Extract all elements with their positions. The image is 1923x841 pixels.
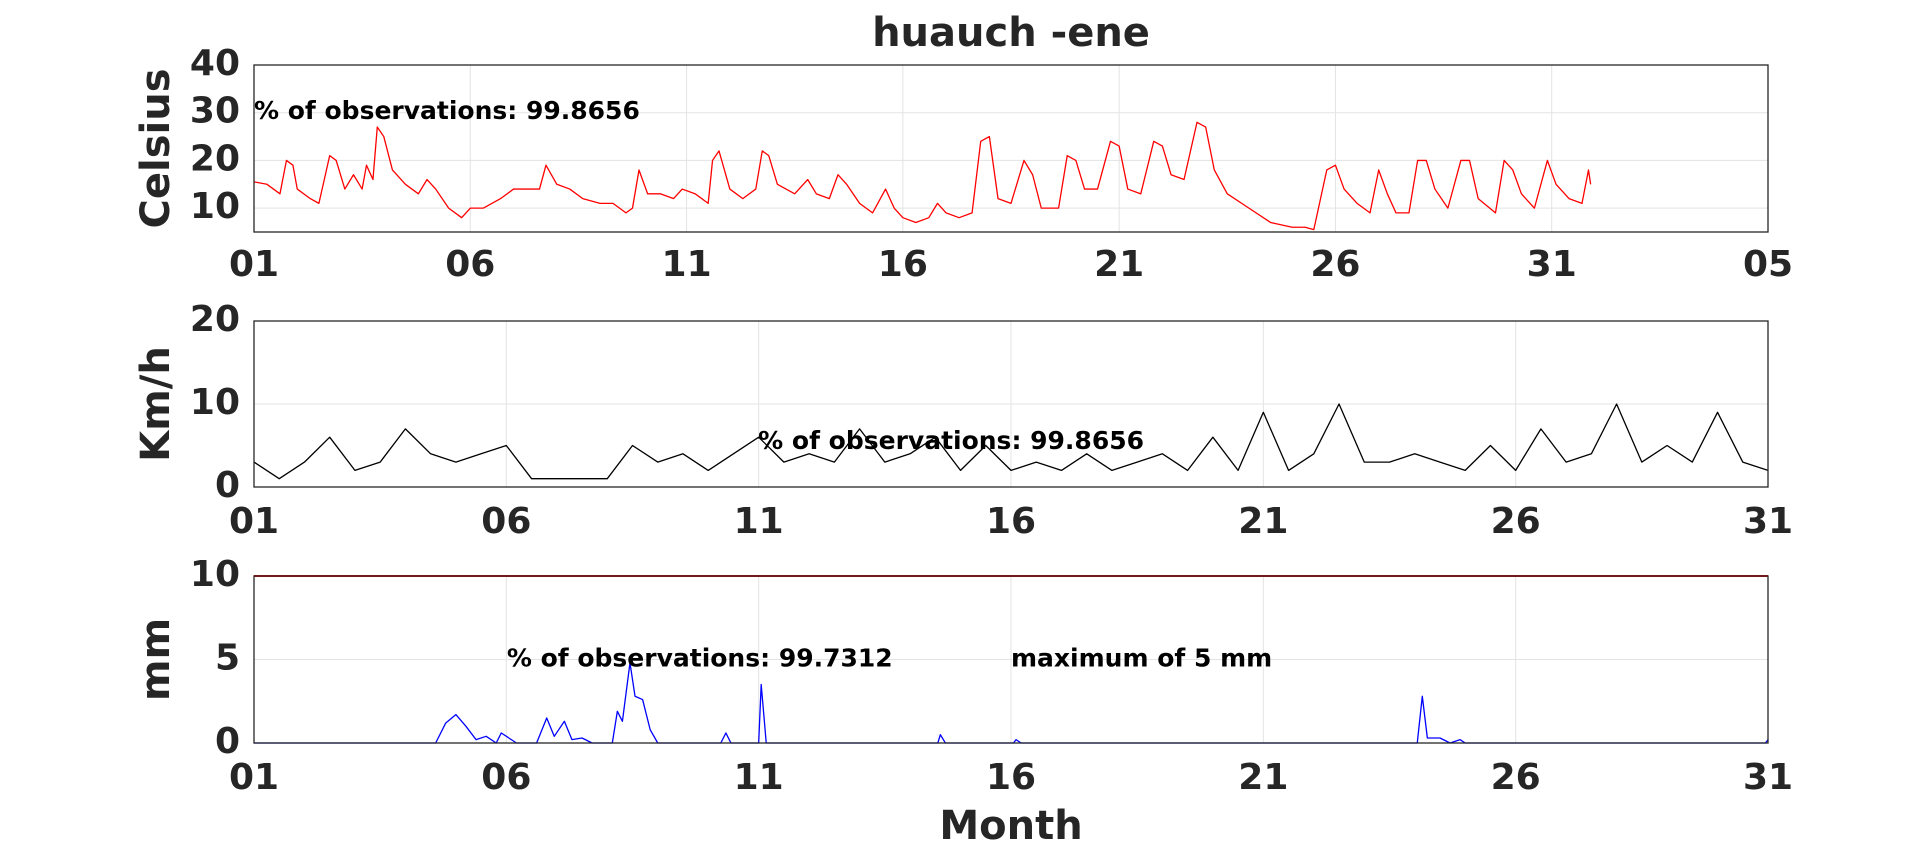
plot-frame [253, 575, 1769, 744]
y-tick-label: 10 [190, 382, 240, 423]
x-tick-label: 31 [1743, 501, 1793, 542]
x-tick-label: 06 [481, 501, 531, 542]
data-line [253, 403, 1769, 480]
x-tick-label: 31 [1743, 757, 1793, 798]
x-tick-label: 16 [986, 757, 1036, 798]
annotation: % of observations: 99.8656 [254, 96, 640, 125]
y-tick-label: 20 [190, 299, 240, 340]
y-axis-label: mm [133, 618, 179, 701]
y-tick-label: 0 [215, 465, 240, 506]
x-tick-label: 26 [1491, 501, 1541, 542]
x-tick-label: 11 [734, 501, 784, 542]
x-tick-label: 31 [1527, 244, 1577, 285]
x-axis-label: Month [939, 803, 1082, 841]
x-tick-label: 06 [481, 757, 531, 798]
y-tick-label: 0 [215, 721, 240, 762]
plot-frame [253, 320, 1769, 488]
data-line [254, 662, 1769, 744]
x-tick-label: 21 [1094, 244, 1144, 285]
annotation: maximum of 5 mm [1011, 644, 1272, 673]
annotation: % of observations: 99.8656 [758, 426, 1144, 455]
y-tick-label: 5 [215, 638, 240, 679]
y-tick-label: 20 [190, 138, 240, 179]
x-tick-label: 01 [229, 501, 279, 542]
y-tick-label: 10 [190, 186, 240, 227]
x-tick-label: 16 [878, 244, 928, 285]
x-tick-label: 21 [1238, 757, 1288, 798]
x-tick-label: 21 [1238, 501, 1288, 542]
y-tick-label: 10 [190, 554, 240, 595]
x-tick-label: 11 [734, 757, 784, 798]
y-axis-label: Km/h [133, 346, 179, 462]
x-tick-label: 01 [229, 757, 279, 798]
y-tick-label: 30 [190, 91, 240, 132]
plot-frame [253, 64, 1769, 233]
x-tick-label: 11 [662, 244, 712, 285]
x-tick-label: 06 [445, 244, 495, 285]
data-line [253, 121, 1592, 231]
y-tick-label: 40 [190, 43, 240, 84]
x-tick-label: 26 [1310, 244, 1360, 285]
x-tick-label: 05 [1743, 244, 1793, 285]
chart-title: huauch -ene [872, 10, 1150, 56]
annotation: % of observations: 99.7312 [507, 644, 893, 673]
x-tick-label: 16 [986, 501, 1036, 542]
x-tick-label: 26 [1491, 757, 1541, 798]
x-tick-label: 01 [229, 244, 279, 285]
y-axis-label: Celsius [133, 69, 179, 229]
